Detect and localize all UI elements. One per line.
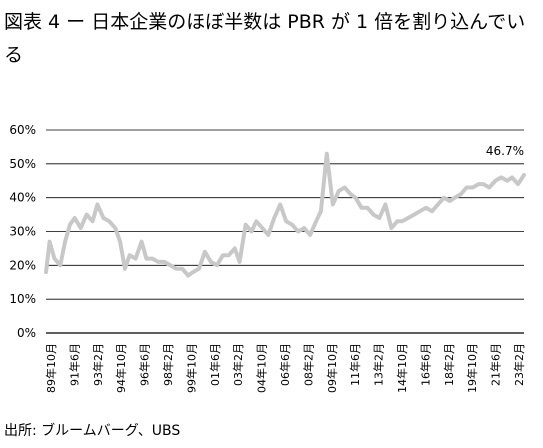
x-tick-label: 03年2月 xyxy=(231,343,245,386)
y-tick-label: 10% xyxy=(9,292,36,306)
y-tick-label: 20% xyxy=(9,258,36,272)
x-tick-label: 89年10月 xyxy=(44,343,58,393)
y-axis-ticks: 0% 10% 20% 30% 40% 50% 60% xyxy=(9,123,36,340)
chart-title: 図表 4 ー 日本企業のほぼ半数は PBR が 1 倍を割り込んでいる xyxy=(4,11,526,66)
y-tick-label: 60% xyxy=(9,123,36,137)
x-tick-label: 91年6月 xyxy=(67,343,81,386)
x-tick-label: 98年2月 xyxy=(161,343,175,386)
x-tick-label: 08年2月 xyxy=(301,343,315,386)
source-note: 出所: ブルームバーグ、UBS xyxy=(4,423,181,439)
x-tick-label: 16年6月 xyxy=(418,343,432,386)
x-tick-label: 18年2月 xyxy=(442,343,456,386)
x-tick-label: 11年6月 xyxy=(348,343,362,386)
x-tick-label: 06年6月 xyxy=(278,343,292,386)
x-tick-label: 13年2月 xyxy=(372,343,386,386)
x-axis-ticks: 89年10月 91年6月 93年2月 94年10月 96年6月 98年2月 99年10月 01… xyxy=(44,343,526,393)
x-tick-label: 19年10月 xyxy=(465,343,479,393)
x-tick-label: 99年10月 xyxy=(184,343,198,393)
series-line xyxy=(44,151,526,278)
x-tick-label: 14年10月 xyxy=(395,343,409,393)
x-tick-label: 96年6月 xyxy=(138,343,152,386)
last-value-annotation: 46.7% xyxy=(486,144,524,158)
y-tick-label: 40% xyxy=(9,191,36,205)
y-tick-label: 30% xyxy=(9,225,36,239)
x-tick-label: 21年6月 xyxy=(489,343,503,386)
x-tick-label: 01年6月 xyxy=(208,343,222,386)
x-tick-label: 94年10月 xyxy=(114,343,128,393)
x-tick-label: 09年10月 xyxy=(325,343,339,393)
x-tick-label: 23年2月 xyxy=(512,343,526,386)
x-tick-label: 93年2月 xyxy=(91,343,105,386)
y-tick-label: 0% xyxy=(17,326,36,340)
x-tick-label: 04年10月 xyxy=(255,343,269,393)
y-tick-label: 50% xyxy=(9,157,36,171)
